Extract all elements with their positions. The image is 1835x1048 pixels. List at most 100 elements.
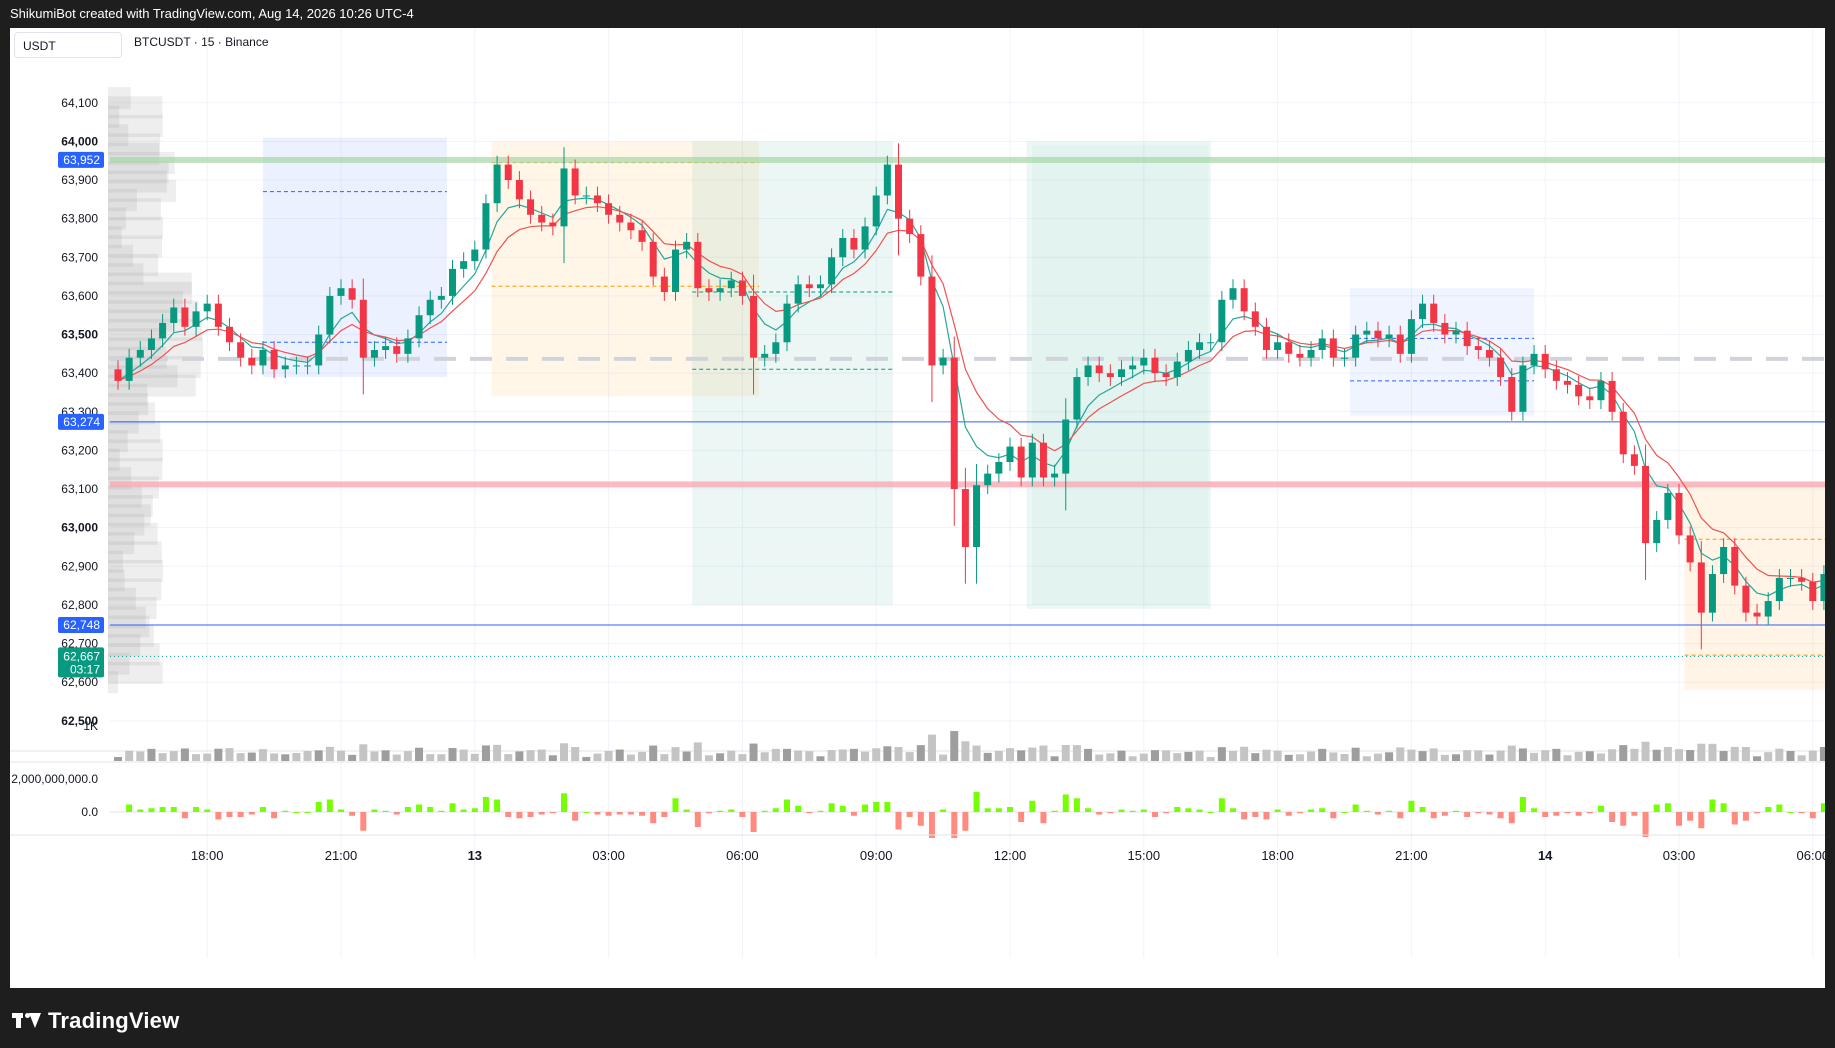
time-axis-label: 21:00 <box>1395 848 1428 863</box>
candle-body <box>359 299 367 358</box>
oscillator-bar <box>393 812 400 815</box>
volume-bar <box>125 750 134 761</box>
price-chart[interactable]: 1K 2,000,000,000.0 0.0 18:00 21:00 13 03:00 06:… <box>10 28 1825 988</box>
price-axis-label: 64,100 <box>61 96 98 110</box>
oscillator-bar <box>1776 804 1783 812</box>
chart-frame[interactable]: USDT BTCUSDT · 15 · Binance 1K 2,000,000,… <box>10 28 1825 988</box>
volume-profile-bar <box>108 114 163 137</box>
volume-bar <box>1552 748 1561 761</box>
oscillator-bar <box>594 812 601 815</box>
candle-body <box>1820 574 1825 602</box>
oscillator-bar <box>1230 808 1236 812</box>
volume-profile-bar <box>108 291 183 314</box>
volume-profile-bar <box>108 124 129 147</box>
volume-profile-bar <box>108 198 161 221</box>
volume-profile-bar <box>108 170 167 193</box>
oscillator-bar <box>1397 812 1404 819</box>
volume-bar <box>1418 751 1427 761</box>
candle-body <box>1798 577 1806 582</box>
volume-bar <box>682 751 691 761</box>
candle-body <box>292 365 300 367</box>
oscillator-bar <box>1653 804 1660 812</box>
footer-bar: TradingView <box>0 988 1835 1048</box>
volume-bar <box>1217 747 1226 761</box>
volume-bar <box>426 754 435 761</box>
oscillator-bar <box>1319 808 1326 812</box>
oscillator-bar <box>1352 804 1359 812</box>
currency-selector[interactable]: USDT <box>14 32 122 58</box>
candle-body <box>816 284 824 289</box>
volume-bar <box>727 750 736 761</box>
oscillator-bar <box>1296 812 1303 814</box>
volume-bar <box>1541 750 1550 761</box>
oscillator-bar <box>1096 812 1103 815</box>
oscillator-bar <box>784 799 790 812</box>
candle-body <box>783 303 791 343</box>
volume-bar <box>337 750 345 761</box>
volume-bar <box>415 747 424 761</box>
oscillator-bar <box>1820 803 1825 812</box>
volume-bar <box>1318 748 1327 761</box>
volume-bar <box>849 748 858 761</box>
oscillator-bar <box>1330 812 1337 819</box>
candle-body <box>1296 353 1304 358</box>
volume-bar <box>1251 753 1260 761</box>
candle-body <box>1697 562 1705 613</box>
candle-body <box>961 489 969 547</box>
candle-body <box>1385 334 1393 339</box>
oscillator-bar <box>928 812 935 838</box>
oscillator-bar <box>739 812 746 817</box>
candle-body <box>337 288 345 296</box>
candle-body <box>593 195 601 204</box>
candle-body <box>750 295 758 358</box>
candle-body <box>950 357 958 490</box>
oscillator-bar <box>248 812 255 815</box>
attribution-bar: ShikumiBot created with TradingView.com,… <box>0 0 1835 28</box>
candle-body <box>1787 577 1794 579</box>
volume-bar <box>994 750 1003 761</box>
volume-bar <box>961 741 970 761</box>
candle-body <box>136 349 144 358</box>
candle-body <box>649 241 657 277</box>
candle-body <box>515 180 523 200</box>
symbol-title: BTCUSDT · 15 · Binance <box>134 35 269 49</box>
tradingview-logo[interactable]: TradingView <box>12 1008 179 1034</box>
candle-body <box>415 315 423 339</box>
volume-bar <box>816 756 825 761</box>
volume-profile-bar <box>108 281 193 304</box>
oscillator-bar <box>884 802 891 812</box>
candle-body <box>259 349 267 366</box>
candle-body <box>973 485 981 547</box>
oscillator-bar <box>873 802 880 812</box>
oscillator-bar <box>1419 807 1426 812</box>
oscillator-bar <box>962 812 969 831</box>
volume-bar <box>470 753 479 761</box>
oscillator-bar <box>1542 812 1549 817</box>
oscillator-bar <box>1062 794 1069 812</box>
oscillator-bar <box>1374 812 1381 815</box>
candle-body <box>1809 581 1817 602</box>
oscillator-bar <box>1252 812 1259 817</box>
oscillator-bar <box>940 809 947 812</box>
volume-bar <box>1329 752 1338 761</box>
candle-body <box>627 222 635 231</box>
volume-bar <box>1262 749 1271 761</box>
volume-profile-bar <box>108 105 120 128</box>
oscillator-bar <box>605 812 612 816</box>
candle-body <box>1675 492 1683 536</box>
oscillator-bar <box>1642 812 1649 837</box>
price-axis-label: 62,600 <box>61 675 98 689</box>
volume-bar <box>1440 754 1449 761</box>
candle-body <box>159 322 167 339</box>
oscillator-bar <box>404 807 411 812</box>
candle-body <box>1463 330 1471 347</box>
candle-body <box>984 473 992 486</box>
oscillator-bar <box>1274 809 1281 812</box>
volume-bar <box>247 752 256 761</box>
oscillator-bar <box>1731 812 1738 825</box>
range-box-orange <box>1684 485 1825 690</box>
tradingview-logo-icon <box>12 1011 42 1031</box>
volume-scale-label: 1K <box>83 719 98 733</box>
candle-body <box>1519 365 1527 412</box>
oscillator-bar <box>170 807 177 812</box>
